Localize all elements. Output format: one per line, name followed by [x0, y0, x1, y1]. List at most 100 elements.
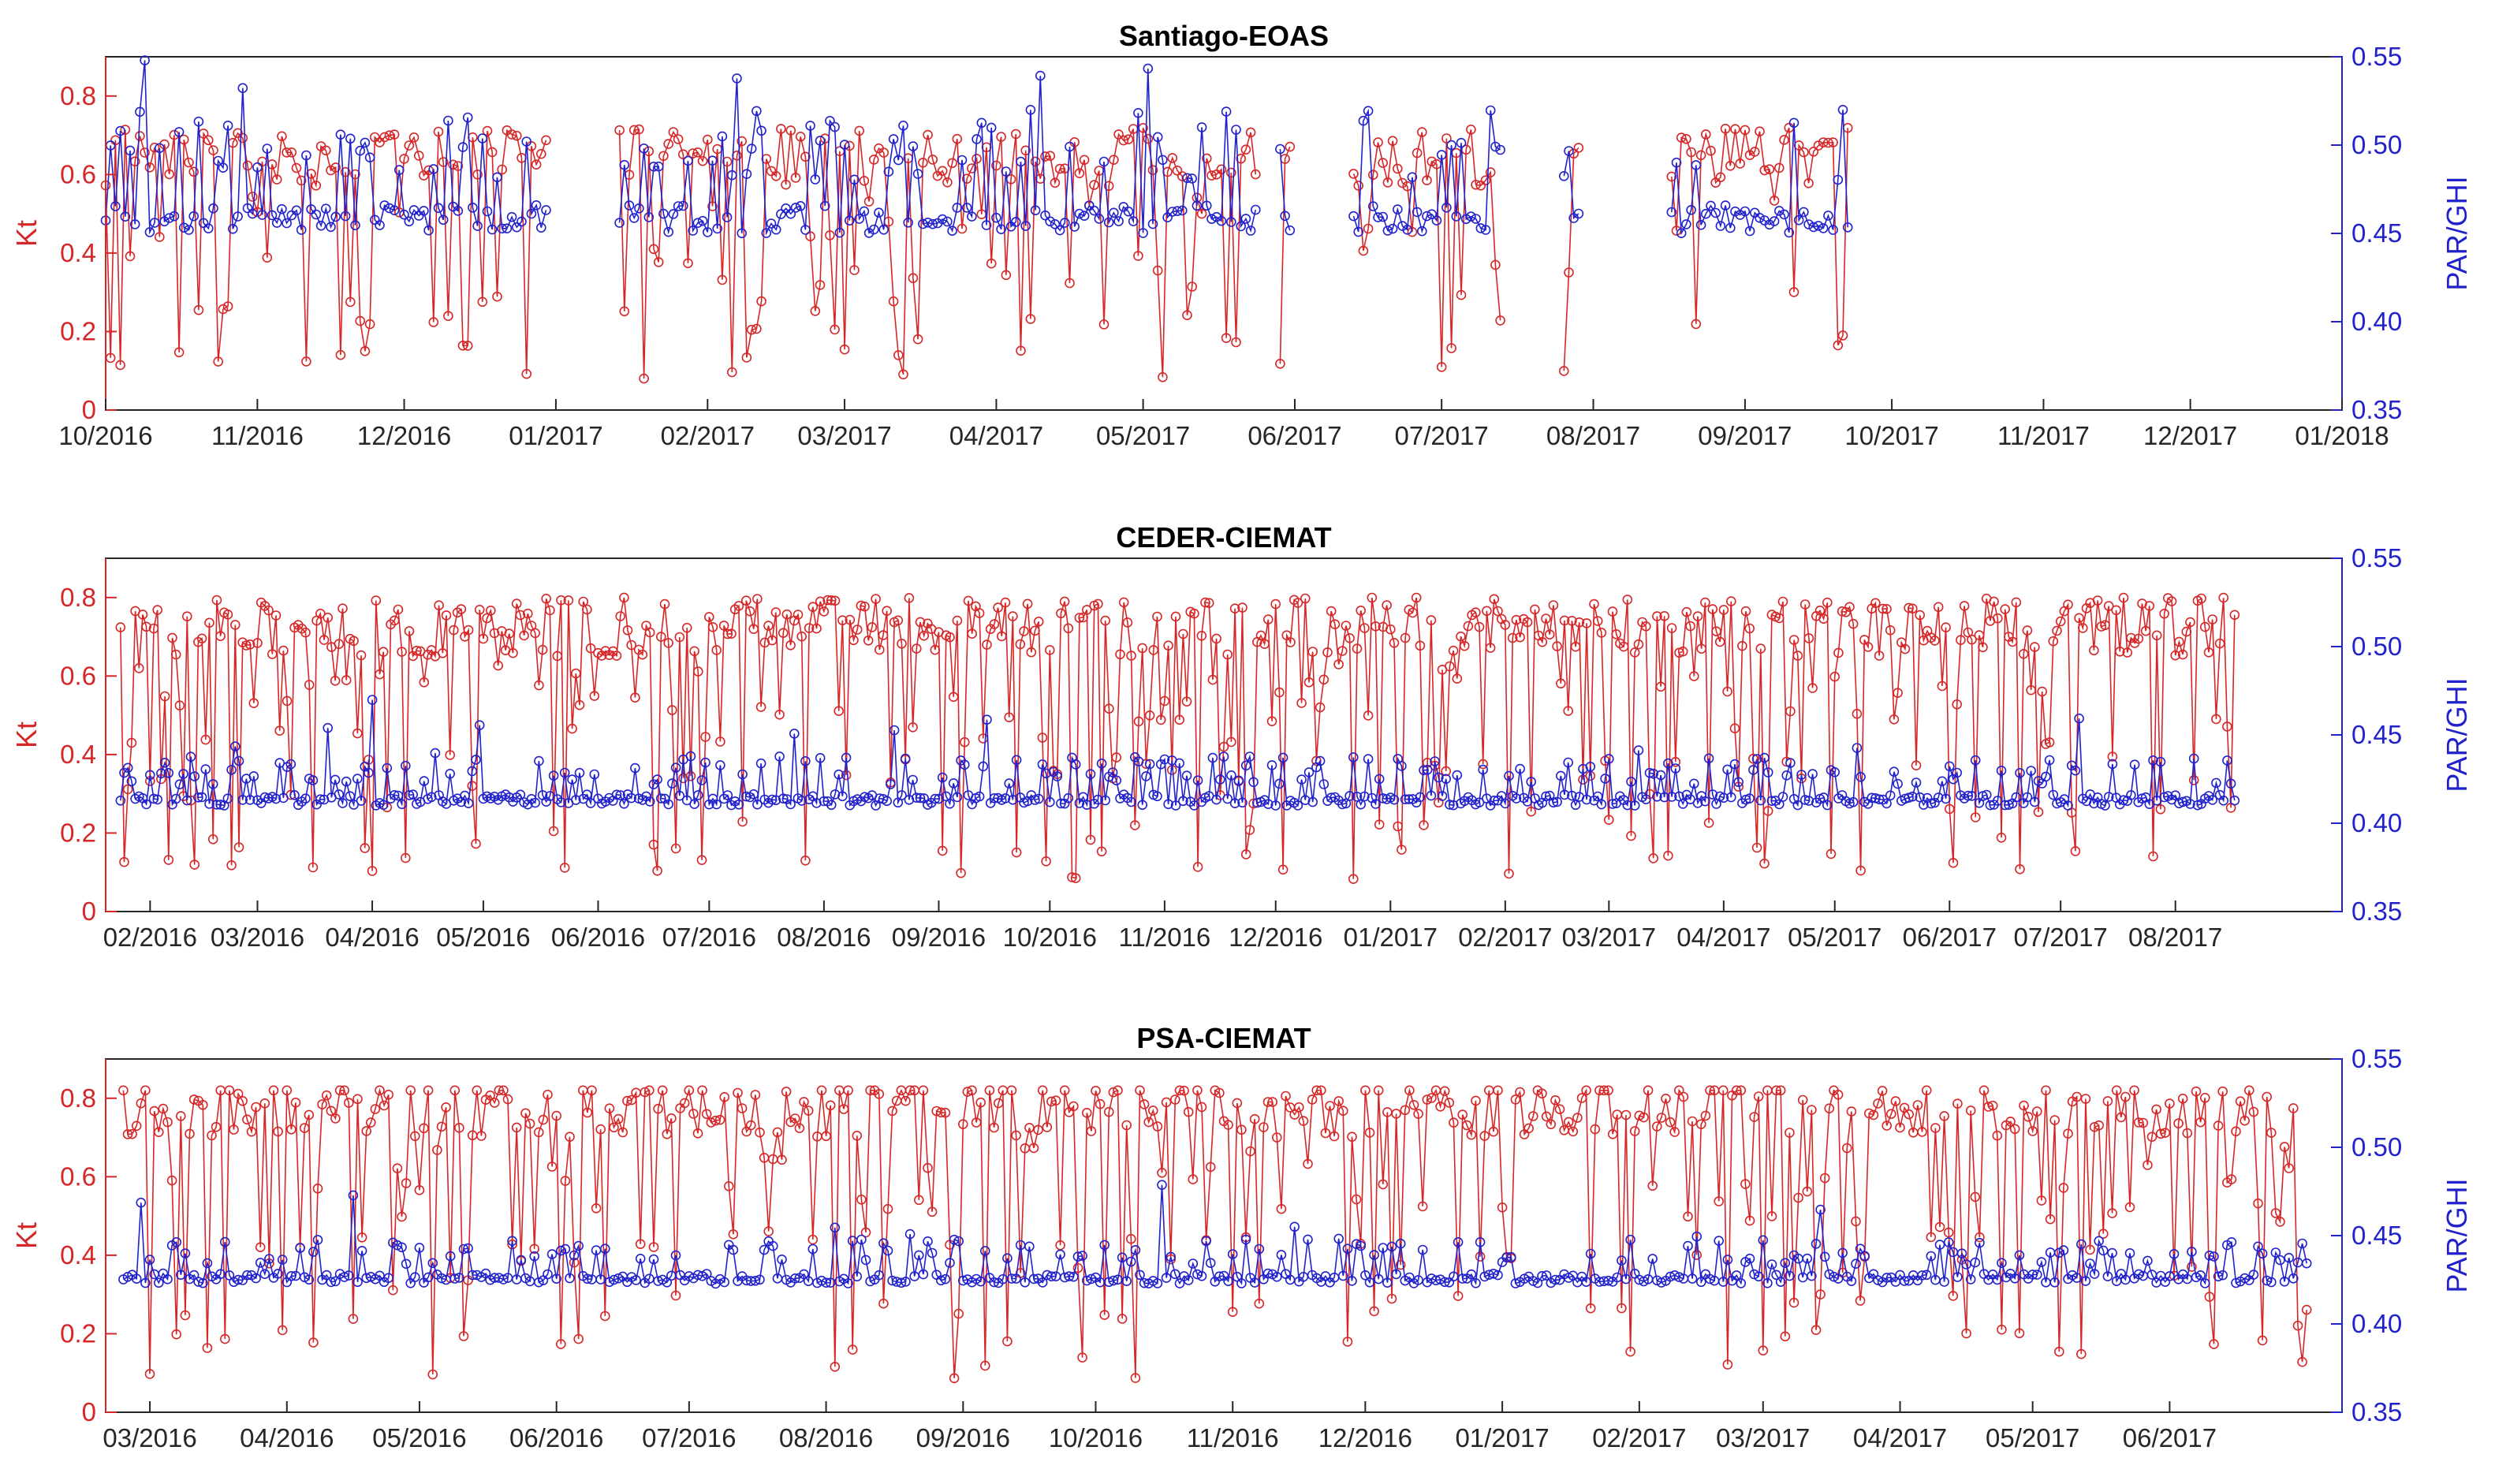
par-ghi-series-point [1570, 800, 1581, 811]
par-ghi-series-point [1020, 1277, 1031, 1288]
y-tick-label: 0.45 [2351, 1221, 2402, 1250]
par-ghi-series-point [152, 794, 162, 805]
par-ghi-series-point [869, 224, 879, 235]
kt-series-point [1691, 1250, 1702, 1260]
par-ghi-series-point [2022, 792, 2033, 803]
kt-series-point [343, 1098, 354, 1108]
kt-series-point [308, 1337, 319, 1348]
par-ghi-series-point [1315, 755, 1326, 766]
kt-series-point [2032, 1106, 2042, 1117]
kt-series-point [2015, 864, 2025, 874]
par-ghi-series-point [382, 763, 393, 774]
kt-series-point [2207, 614, 2217, 625]
kt-series-point [1359, 623, 1370, 633]
par-ghi-series-point [1889, 766, 1900, 777]
par-ghi-series-point [352, 1277, 363, 1288]
par-ghi-series-point [1748, 765, 1758, 775]
kt-series-point [1779, 135, 1789, 145]
kt-series-point [807, 602, 819, 613]
kt-series-point [334, 1085, 345, 1096]
kt-series-point [449, 625, 459, 636]
par-ghi-series-line [105, 60, 547, 235]
par-ghi-series-point [1466, 1269, 1477, 1280]
par-ghi-series-point [1603, 1275, 1613, 1286]
par-ghi-series-point [1625, 1234, 1635, 1245]
kt-series-point [2209, 1339, 2219, 1349]
par-ghi-series-point [1550, 1274, 1561, 1285]
kt-series-point [1740, 1179, 1751, 1189]
kt-series-point [551, 1110, 562, 1121]
y-ticks-right: 0.35 0.40 0.45 0.50 0.55 [2351, 42, 2402, 424]
par-ghi-series-point [1356, 1240, 1366, 1251]
kt-series-point [1452, 673, 1463, 684]
kt-series-point [2076, 1348, 2087, 1359]
kt-series-point [173, 347, 185, 358]
kt-series-point [1026, 647, 1037, 658]
par-ghi-series-point [630, 763, 640, 774]
par-ghi-series-point [1378, 793, 1389, 804]
par-ghi-series-point [712, 223, 723, 234]
kt-series-point [751, 323, 762, 334]
par-ghi-series-point [171, 1237, 181, 1247]
kt-series-point [1275, 358, 1285, 369]
par-ghi-series-point [1270, 800, 1281, 811]
par-ghi-series-point [408, 789, 419, 800]
par-ghi-series-point [624, 200, 635, 211]
par-ghi-series-point [326, 222, 336, 233]
kt-series-point [301, 356, 311, 367]
x-tick-label: 09/2017 [1698, 421, 1792, 450]
par-ghi-series-point [774, 751, 785, 762]
par-ghi-series-point [507, 1236, 517, 1246]
kt-series-point [471, 838, 481, 849]
kt-series-point [433, 126, 444, 137]
kt-series-point [477, 296, 488, 308]
kt-series-point [1004, 712, 1014, 723]
kt-series-point [1025, 314, 1036, 324]
par-ghi-series-point [2072, 1273, 2082, 1283]
x-tick-label: 02/2017 [1592, 1423, 1686, 1452]
y-tick-label: 0.35 [2351, 1397, 2402, 1426]
kt-series-point [1607, 606, 1618, 617]
par-ghi-series-point [897, 790, 907, 800]
kt-series-point [1573, 143, 1584, 153]
y-tick-label: 0.55 [2351, 42, 2402, 71]
kt-series-point [286, 1124, 296, 1135]
par-ghi-series-point [1722, 1255, 1733, 1265]
kt-series-point [1874, 651, 1885, 661]
kt-series-point [1978, 642, 1988, 653]
par-ghi-series-point [830, 1222, 841, 1233]
y-tick-label: 0.40 [2351, 1309, 2402, 1338]
par-ghi-series-point [719, 1277, 730, 1288]
kt-series-point [1759, 165, 1770, 176]
par-ghi-series-point [1695, 219, 1706, 230]
par-ghi-series-point [1045, 216, 1055, 227]
kt-series-point [1411, 592, 1422, 603]
kt-series-point [141, 621, 151, 632]
par-ghi-series-point [2301, 1258, 2312, 1269]
kt-series-point [2177, 1094, 2188, 1104]
par-ghi-series-point [1837, 1247, 1848, 1258]
kt-series-point [772, 1127, 783, 1138]
kt-series-point [1205, 1161, 1216, 1173]
kt-series-point [1108, 1087, 1119, 1098]
kt-series-point [1033, 1124, 1043, 1135]
par-ghi-series-point [785, 208, 796, 219]
kt-series-point [1904, 602, 1914, 613]
par-ghi-series-point [1318, 779, 1330, 789]
par-ghi-series-point [1056, 798, 1066, 809]
kt-series-point [1737, 640, 1747, 651]
par-ghi-series-point [1873, 1275, 1883, 1285]
kt-series-point [476, 1131, 487, 1141]
kt-series-point [2026, 684, 2036, 695]
par-ghi-series-point [1254, 1244, 1265, 1255]
kt-series-point [1563, 706, 1573, 716]
par-ghi-series-point [1629, 800, 1640, 811]
par-ghi-series-point [634, 203, 644, 214]
kt-series-point [1086, 1126, 1097, 1136]
par-ghi-series-point [178, 769, 188, 779]
kt-series-point [2173, 1118, 2184, 1128]
par-ghi-series-point [1585, 761, 1596, 772]
kt-series-point [696, 855, 707, 865]
kt-series-point [2011, 597, 2022, 608]
